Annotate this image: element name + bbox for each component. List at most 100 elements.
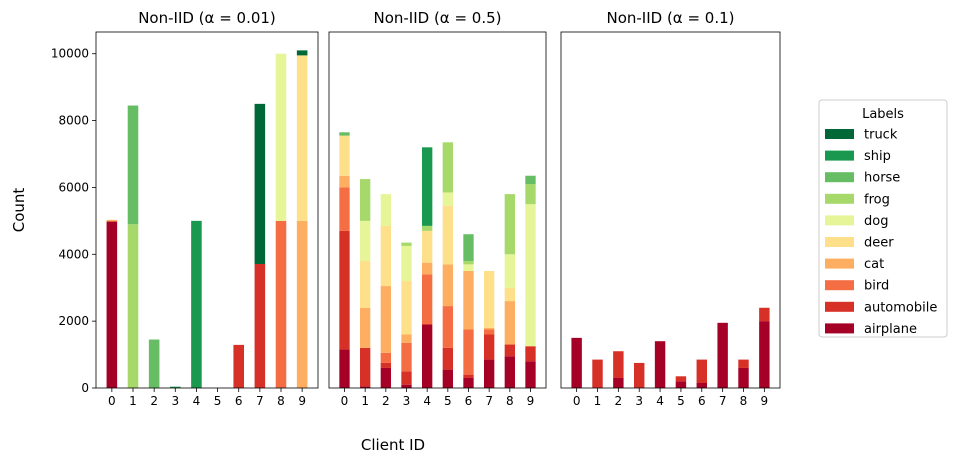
bar-cat-client-3: [401, 334, 412, 343]
bar-frog-client-4: [422, 225, 433, 231]
bar-airplane-client-8: [504, 356, 515, 388]
bar-ship-client-4: [422, 147, 433, 226]
panel-title: Non-IID (α = 0.1): [606, 9, 734, 27]
bar-deer-client-3: [401, 281, 412, 335]
x-tick-label: 8: [506, 394, 514, 408]
x-axis-label: Client ID: [361, 436, 425, 454]
bar-airplane-client-6: [463, 377, 474, 388]
bar-automobile-client-7: [484, 334, 495, 360]
legend-swatch-airplane: [825, 323, 854, 334]
y-tick-label: 4000: [58, 247, 89, 261]
x-tick-label: 6: [465, 394, 473, 408]
x-tick-label: 7: [256, 394, 264, 408]
bar-automobile-client-6: [233, 344, 244, 388]
bar-airplane-client-4: [422, 324, 433, 388]
bar-cat-client-2: [380, 286, 391, 353]
x-tick-label: 8: [740, 394, 748, 408]
bar-automobile-client-6: [696, 359, 707, 383]
bar-automobile-client-1: [360, 347, 371, 387]
bar-ship-client-4: [191, 220, 202, 388]
bar-bird-client-5: [442, 306, 453, 348]
bar-ship-client-3: [170, 386, 181, 388]
bar-frog-client-5: [442, 142, 453, 193]
bar-airplane-client-0: [339, 349, 350, 388]
bar-automobile-client-9: [525, 346, 536, 362]
bar-airplane-client-4: [654, 341, 666, 388]
bar-frog-client-3: [401, 242, 412, 246]
bar-automobile-client-1: [592, 359, 603, 388]
bar-frog-client-9: [525, 184, 536, 205]
x-tick-label: 3: [171, 394, 179, 408]
bar-airplane-client-5: [442, 369, 453, 388]
bar-airplane-client-8: [738, 367, 749, 388]
panel-3: 0 1 2 3 4 5 6 7 8 9 Non-IID (α = 0.1): [560, 9, 781, 408]
bar-automobile-client-6: [463, 374, 474, 378]
bar-airplane-client-2: [613, 377, 624, 388]
legend-label-dog: dog: [864, 214, 888, 229]
y-tick-label: 0: [81, 381, 89, 395]
x-tick-label: 5: [444, 394, 452, 408]
legend-label-airplane: airplane: [864, 322, 917, 337]
x-tick-label: 9: [298, 394, 306, 408]
legend-swatch-frog: [825, 193, 854, 204]
legend-swatch-ship: [825, 150, 854, 161]
x-tick-label: 8: [277, 394, 285, 408]
bar-deer-client-5: [442, 205, 453, 265]
bar-deer-client-8: [504, 287, 515, 302]
bar-airplane-client-0: [106, 221, 118, 388]
bar-airplane-client-9: [759, 321, 770, 388]
x-tick-label: 3: [403, 394, 411, 408]
panel-frame: [328, 31, 547, 389]
x-tick-label: 1: [594, 394, 602, 408]
panel-title: Non-IID (α = 0.01): [138, 9, 276, 27]
x-tick-label: 7: [719, 394, 727, 408]
legend-swatch-cat: [825, 258, 854, 269]
bar-cat-client-5: [442, 264, 453, 307]
bar-horse-client-2: [148, 339, 160, 388]
bar-airplane-client-6: [696, 382, 707, 388]
y-tick-label: 10000: [51, 47, 89, 61]
y-axis-label: Count: [10, 188, 28, 233]
bar-cat-client-7: [484, 327, 495, 330]
x-tick-label: 5: [214, 394, 222, 408]
panel-frame: [95, 31, 319, 389]
x-tick-label: 2: [615, 394, 623, 408]
bar-cat-client-0: [106, 219, 118, 222]
y-tick-label: 8000: [58, 114, 89, 128]
x-tick-label: 6: [698, 394, 706, 408]
bar-automobile-client-2: [380, 362, 391, 368]
bar-truck-client-9: [296, 50, 308, 56]
bar-airplane-client-7: [484, 359, 495, 388]
panel-2: 0 1 2 3 4 5 6 7 8 9 Non-IID (α = 0.5): [328, 9, 547, 408]
bar-dog-client-5: [442, 192, 453, 206]
bar-dog-client-2: [380, 194, 391, 226]
bar-automobile-client-2: [613, 351, 624, 378]
x-tick-label: 0: [108, 394, 116, 408]
x-tick-label: 3: [635, 394, 643, 408]
bar-airplane-client-3: [401, 384, 412, 388]
bar-horse-client-0: [339, 132, 350, 136]
bar-airplane-client-2: [380, 367, 391, 388]
bar-bird-client-8: [275, 220, 287, 388]
bar-automobile-client-9: [759, 307, 770, 322]
legend-swatch-bird: [825, 280, 854, 291]
x-tick-label: 2: [382, 394, 390, 408]
bar-deer-client-1: [360, 260, 371, 308]
legend-label-deer: deer: [864, 236, 894, 251]
x-tick-label: 4: [423, 394, 431, 408]
legend-swatch-deer: [825, 237, 854, 247]
x-tick-label: 1: [361, 394, 369, 408]
legend-swatch-horse: [825, 172, 854, 183]
bar-automobile-client-0: [339, 230, 350, 350]
legend-swatch-dog: [825, 215, 854, 226]
x-tick-label: 7: [485, 394, 493, 408]
bar-dog-client-8: [275, 53, 287, 221]
bar-horse-client-9: [525, 175, 536, 185]
bar-deer-client-0: [339, 135, 350, 176]
bar-airplane-client-0: [571, 337, 582, 388]
legend: Labels truck ship horse frog dog deer cat bird a…: [818, 99, 948, 338]
bar-automobile-client-8: [738, 359, 749, 368]
bar-frog-client-1: [127, 224, 139, 388]
bar-bird-client-6: [463, 329, 474, 375]
